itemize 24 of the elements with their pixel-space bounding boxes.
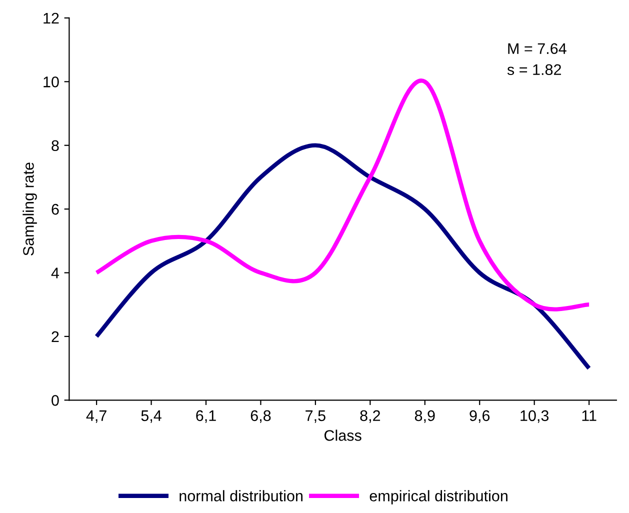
annotation: M = 7.64 [508,43,566,54]
x-tick-label: 8,9 [414,410,435,423]
y-tick-label: 0 [52,395,59,406]
y-tick-label: 6 [52,204,59,215]
legend-label: empirical distribution [370,490,508,504]
x-axis-title: Class [324,430,362,441]
x-tick-label: 10,3 [520,410,549,423]
x-tick-label: 8,2 [360,410,380,423]
legend-label: normal distribution [180,490,302,502]
y-tick-label: 8 [52,140,59,152]
x-tick-label: 9,6 [470,410,490,423]
x-tick-label: 4,7 [86,410,106,423]
y-tick-label: 12 [44,12,59,24]
annotation: s = 1.82 [507,64,561,76]
y-tick-label: 2 [52,331,59,342]
x-tick-label: 5,4 [141,410,162,423]
line-series [94,143,592,370]
x-tick-label: 6,1 [196,410,216,423]
x-tick-label: 7,5 [306,410,326,423]
y-axis-title: Sampling rate [22,162,37,256]
x-tick-label: 11 [582,410,596,421]
x-tick-label: 6,8 [250,410,271,423]
y-tick-label: 4 [51,268,60,278]
y-tick-label: 10 [44,76,59,88]
